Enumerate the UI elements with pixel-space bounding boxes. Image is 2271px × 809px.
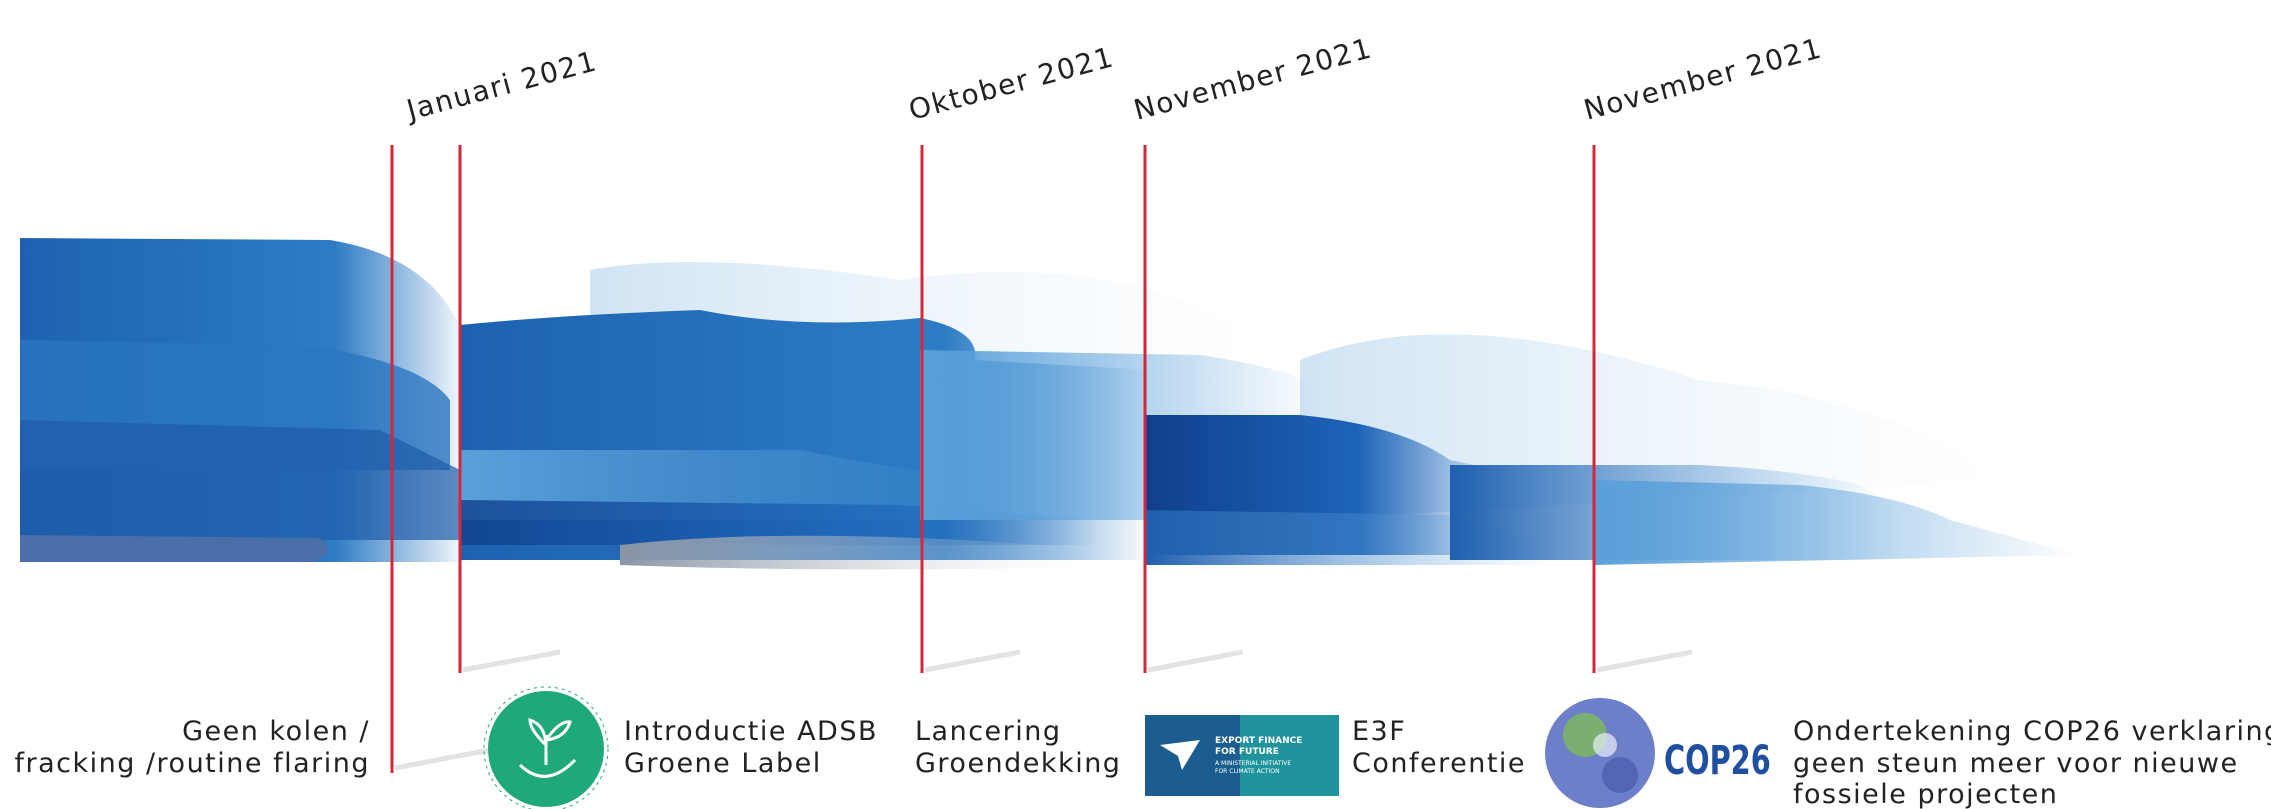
event-text: Groendekking [915,748,1121,779]
date-label: November 2021 [1580,31,1826,126]
event-text: E3F [1352,716,1406,747]
timeline: Januari 2021 Oktober 2021 November 2021 … [0,0,2271,809]
event-text: Conferentie [1352,748,1526,779]
clouds [20,238,2080,569]
date-label: Oktober 2021 [905,40,1117,126]
event-text: Introductie ADSB [624,716,878,747]
cop26-logo: COP26 [1545,698,1771,808]
event-text: fossiele projecten [1793,779,2058,809]
event-text: fracking /routine flaring [14,748,370,779]
event-text: Groene Label [624,748,822,779]
date-label: Januari 2021 [401,44,600,127]
event-text: Ondertekening COP26 verklaring: [1793,716,2271,747]
adsb-icon [484,687,608,809]
date-label: November 2021 [1130,31,1376,126]
event-text: Lancering [915,716,1062,747]
e3f-logo: EXPORT FINANCE FOR FUTURE A MINISTERIAL … [1145,715,1339,796]
logo-text: FOR FUTURE [1215,747,1279,757]
event-text: Geen kolen / [182,716,370,747]
logo-text: EXPORT FINANCE [1215,736,1302,746]
event-text: geen steun meer voor nieuwe [1793,748,2239,779]
logo-text: A MINISTERIAL INITIATIVE [1215,760,1291,767]
logo-text: COP26 [1664,736,1771,783]
logo-text: FOR CLIMATE ACTION [1215,768,1280,775]
